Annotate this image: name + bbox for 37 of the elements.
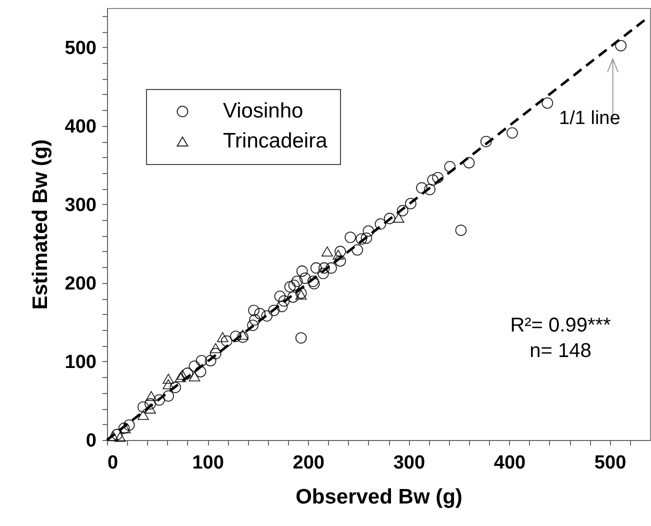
point (332, 250, 344, 260)
point (216, 332, 228, 342)
x-tick-label: 300 (393, 452, 426, 474)
x-tick-label: 400 (494, 452, 526, 474)
point (322, 246, 333, 256)
x-tick-label: 0 (108, 452, 118, 474)
x-tick-label: 500 (594, 452, 626, 474)
point (114, 432, 126, 442)
point (162, 379, 174, 390)
annotation: 1/1 line (559, 108, 620, 129)
point (118, 422, 130, 434)
point (392, 212, 404, 223)
point (210, 343, 222, 354)
x-tick-label: 100 (192, 452, 224, 474)
point (176, 370, 188, 380)
point (162, 374, 174, 384)
y-axis-title: Estimated Bw (g) (28, 139, 52, 310)
point (146, 391, 157, 402)
annotation: R²= 0.99*** (510, 314, 612, 336)
y-tick-label: 100 (64, 352, 96, 373)
point (144, 404, 156, 414)
legend-label: Viosinho (223, 100, 304, 122)
point (295, 290, 307, 300)
point (174, 372, 186, 382)
point (138, 410, 149, 420)
annotation: n= 148 (530, 340, 592, 362)
point (237, 330, 248, 340)
x-axis-title: Observed Bw (g) (296, 486, 462, 508)
y-tick-label: 200 (64, 273, 96, 294)
point (188, 371, 200, 382)
y-tick-label: 500 (64, 38, 96, 59)
y-tick-label: 0 (86, 430, 96, 452)
y-tick-label: 400 (64, 116, 96, 138)
legend-label: Trincadeira (223, 130, 328, 152)
y-tick-label: 300 (64, 194, 96, 216)
x-tick-label: 200 (292, 452, 324, 474)
point (107, 431, 119, 442)
